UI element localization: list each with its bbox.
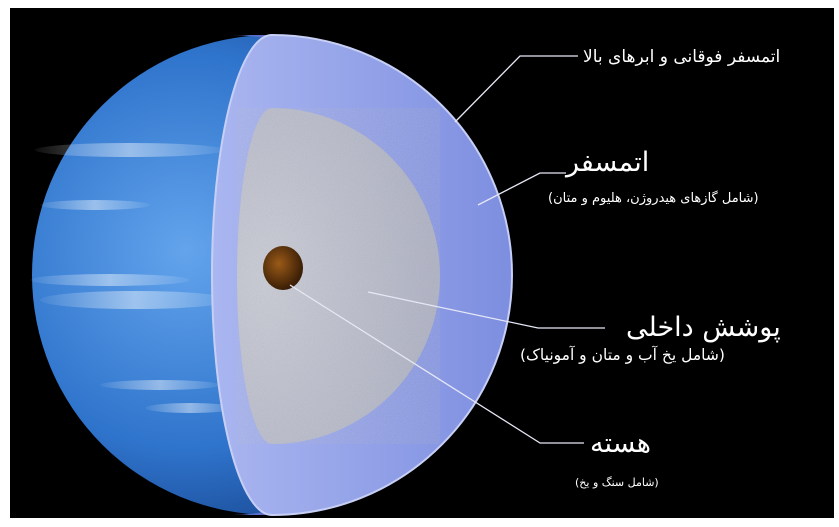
core [263,246,303,290]
mantle-layer [237,108,440,444]
leader-line-mantle [367,291,605,329]
label-mantle-title: پوشش داخلی [626,312,781,343]
atmosphere-rim [211,33,513,517]
cloud-band [30,274,190,286]
leader-lines [289,55,605,444]
cloud-band [145,403,235,413]
label-mantle-subtitle: (شامل یخ آب و متان و آمونیاک) [520,346,725,364]
label-atmosphere-subtitle: (شامل گازهای هیدروژن، هلیوم و متان) [548,191,759,206]
planet-surface [30,35,272,515]
cloud-band [100,380,220,390]
label-core-subtitle: (شامل سنگ و یخ) [575,476,659,489]
leader-line-atmosphere [477,172,566,206]
cloud-band [40,200,150,210]
label-core-title: هسته [590,428,651,459]
leader-line-upper [454,55,578,123]
cloud-band [40,291,230,309]
leader-line-core [289,284,584,444]
label-upper-atmosphere: اتمسفر فوقانی و ابرهای بالا [583,47,781,67]
cloud-band [35,143,225,157]
label-atmosphere-title: اتمسفر [566,147,650,178]
